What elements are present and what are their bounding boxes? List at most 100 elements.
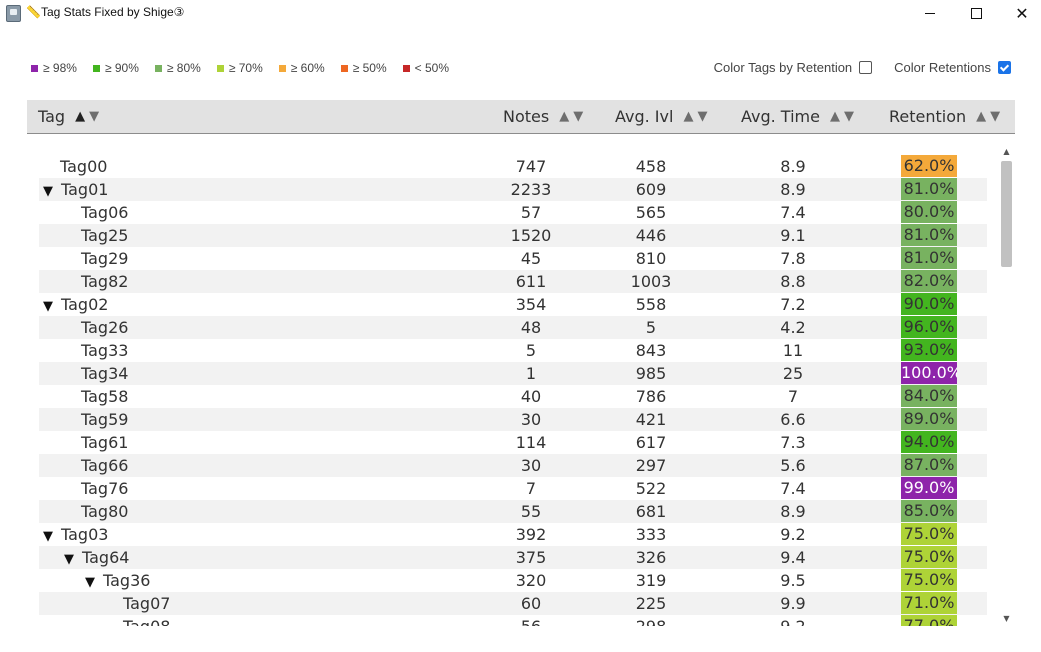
table-row[interactable]: ▼ Tag01 2233 609 8.9 81.0% (39, 178, 987, 201)
legend-item: ≥ 80% (154, 61, 201, 75)
notes-cell: 611 (515, 272, 547, 291)
table-row[interactable]: Tag06 57 565 7.4 80.0% (39, 201, 987, 224)
legend-swatch (402, 64, 410, 72)
tag-name: Tag80 (81, 502, 129, 521)
column-label-retention: Retention (889, 107, 967, 126)
legend-label: < 50% (414, 61, 449, 75)
table-row[interactable]: Tag33 5 843 11 93.0% (39, 339, 987, 362)
minimize-icon (925, 13, 935, 14)
sort-desc-icon[interactable]: ▼ (697, 109, 712, 124)
table-header: Tag ▲▼ Notes ▲▼ Avg. Ivl ▲▼ Avg. Time ▲▼… (27, 100, 1015, 134)
table-row[interactable]: ▼ Tag03 392 333 9.2 75.0% (39, 523, 987, 546)
notes-cell: 1 (525, 364, 537, 383)
sort-desc-icon[interactable]: ▼ (89, 109, 104, 124)
table-row[interactable]: Tag29 45 810 7.8 81.0% (39, 247, 987, 270)
avg-time-cell: 9.9 (780, 594, 806, 613)
tag-cell: Tag34 (81, 362, 128, 385)
maximize-button[interactable] (953, 0, 999, 27)
avg-time-cell: 5.6 (780, 456, 806, 475)
sort-desc-icon[interactable]: ▼ (990, 109, 1005, 124)
tag-name: Tag08 (123, 617, 170, 626)
tag-cell: Tag33 (81, 339, 128, 362)
sort-asc-icon[interactable]: ▲ (559, 109, 574, 124)
avg-time-cell: 9.2 (780, 525, 806, 544)
color-tags-option[interactable]: Color Tags by Retention (714, 60, 873, 75)
scroll-up-icon[interactable]: ▲ (1003, 147, 1010, 156)
column-header-notes[interactable]: Notes ▲▼ (503, 100, 587, 133)
column-header-retention[interactable]: Retention ▲▼ (889, 100, 1004, 133)
close-button[interactable]: ✕ (999, 0, 1041, 27)
sort-icon[interactable]: ▲▼ (830, 109, 858, 124)
avg-time-cell: 7.8 (780, 249, 806, 268)
tag-cell: Tag00 (60, 155, 107, 178)
expand-caret-icon[interactable]: ▼ (43, 299, 53, 314)
table-row[interactable]: ▼ Tag02 354 558 7.2 90.0% (39, 293, 987, 316)
sort-asc-icon[interactable]: ▲ (829, 109, 844, 124)
scroll-thumb[interactable] (1001, 161, 1012, 267)
sort-asc-icon[interactable]: ▲ (683, 109, 698, 124)
expand-caret-icon[interactable]: ▼ (43, 529, 53, 544)
avg-time-cell: 7 (787, 387, 799, 406)
retention-cell: 75.0% (901, 546, 957, 568)
tag-name: Tag00 (60, 157, 108, 176)
table-row[interactable]: Tag58 40 786 7 84.0% (39, 385, 987, 408)
tag-cell: Tag59 (81, 408, 128, 431)
tag-cell: ▼ Tag36 (85, 569, 150, 592)
sort-desc-icon[interactable]: ▼ (843, 109, 858, 124)
tag-cell: Tag26 (81, 316, 128, 339)
avg-ivl-cell: 565 (635, 203, 667, 222)
table-row[interactable]: Tag07 60 225 9.9 71.0% (39, 592, 987, 615)
avg-ivl-cell: 421 (635, 410, 667, 429)
sort-icon[interactable]: ▲▼ (75, 109, 103, 124)
legend-swatch (92, 64, 100, 72)
sort-desc-icon[interactable]: ▼ (573, 109, 588, 124)
legend-label: ≥ 70% (228, 61, 263, 75)
table-row[interactable]: Tag59 30 421 6.6 89.0% (39, 408, 987, 431)
sort-icon[interactable]: ▲▼ (976, 109, 1004, 124)
column-header-avg-time[interactable]: Avg. Time ▲▼ (741, 100, 858, 133)
color-tags-checkbox[interactable] (859, 61, 873, 74)
table-row[interactable]: Tag61 114 617 7.3 94.0% (39, 431, 987, 454)
table-row[interactable]: Tag26 48 5 4.2 96.0% (39, 316, 987, 339)
notes-cell: 747 (515, 157, 547, 176)
table-row[interactable]: Tag34 1 985 25 100.0% (39, 362, 987, 385)
legend-swatch (340, 64, 348, 72)
minimize-button[interactable] (907, 0, 953, 27)
expand-caret-icon[interactable]: ▼ (43, 184, 53, 199)
notes-cell: 392 (515, 525, 547, 544)
avg-time-cell: 7.4 (780, 479, 806, 498)
table-row[interactable]: ▼ Tag36 320 319 9.5 75.0% (39, 569, 987, 592)
table-row[interactable]: Tag25 1520 446 9.1 81.0% (39, 224, 987, 247)
sort-asc-icon[interactable]: ▲ (976, 109, 991, 124)
table-row[interactable]: Tag66 30 297 5.6 87.0% (39, 454, 987, 477)
expand-caret-icon[interactable]: ▼ (64, 552, 74, 567)
table-row[interactable]: Tag00 747 458 8.9 62.0% (39, 155, 987, 178)
table-row[interactable]: ▼ Tag64 375 326 9.4 75.0% (39, 546, 987, 569)
tag-cell: Tag61 (81, 431, 128, 454)
legend-label: ≥ 50% (352, 61, 387, 75)
expand-caret-icon[interactable]: ▼ (85, 575, 95, 590)
avg-ivl-cell: 1003 (630, 272, 672, 291)
avg-ivl-cell: 617 (635, 433, 667, 452)
sort-asc-icon[interactable]: ▲ (75, 109, 90, 124)
retention-cell: 75.0% (901, 569, 957, 591)
tag-cell: Tag29 (81, 247, 128, 270)
color-retentions-option[interactable]: Color Retentions (894, 60, 1011, 75)
table-row[interactable]: Tag82 611 1003 8.8 82.0% (39, 270, 987, 293)
avg-ivl-cell: 298 (611, 615, 691, 626)
table-row[interactable]: Tag76 7 522 7.4 99.0% (39, 477, 987, 500)
notes-cell: 354 (515, 295, 547, 314)
sort-icon[interactable]: ▲▼ (559, 109, 587, 124)
tag-name: Tag64 (82, 548, 130, 567)
table-row[interactable]: Tag08 56 298 9.2 77.0% (39, 615, 987, 626)
tag-name: Tag26 (81, 318, 129, 337)
vertical-scrollbar[interactable]: ▲ ▼ (999, 145, 1014, 626)
column-header-tag[interactable]: Tag ▲▼ (38, 100, 103, 133)
table-row[interactable]: Tag80 55 681 8.9 85.0% (39, 500, 987, 523)
avg-time-cell: 8.9 (780, 502, 806, 521)
legend-item: ≥ 90% (92, 61, 139, 75)
sort-icon[interactable]: ▲▼ (683, 109, 711, 124)
scroll-down-icon[interactable]: ▼ (1003, 614, 1010, 623)
column-header-avg-ivl[interactable]: Avg. Ivl ▲▼ (615, 100, 711, 133)
color-retentions-checkbox[interactable] (998, 61, 1011, 74)
